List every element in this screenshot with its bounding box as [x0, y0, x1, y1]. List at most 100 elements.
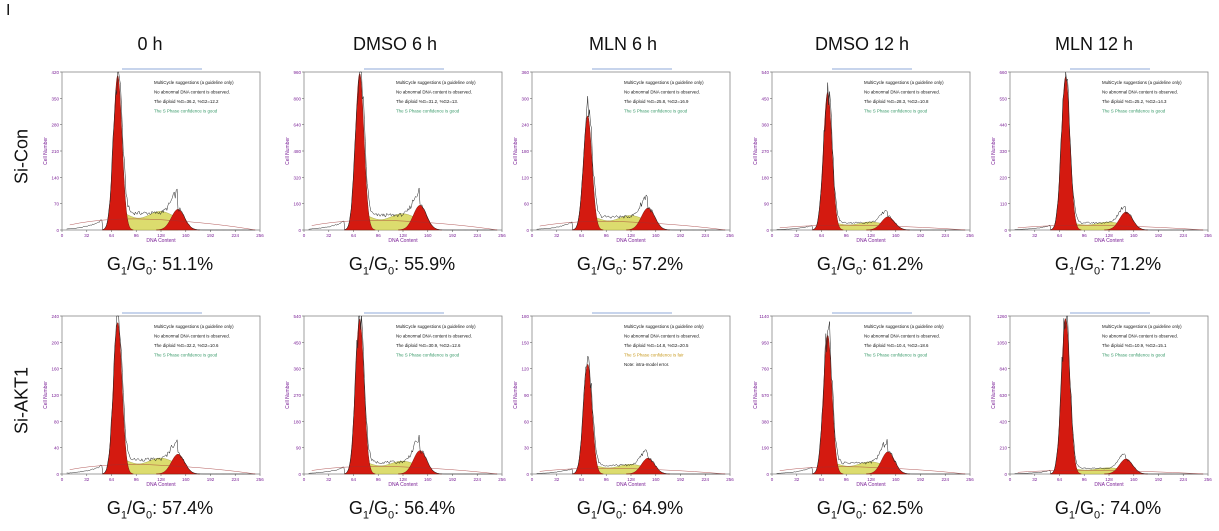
plot-frame [61, 71, 261, 231]
y-tick-label: 1050 [997, 340, 1008, 345]
x-tick-label: 128 [399, 477, 407, 482]
y-axis-label: Cell Number [513, 381, 519, 409]
histogram-svg: 0 40 80 120 160 200 240 0 32 64 96 128 160 192 224 256 D… [43, 312, 264, 488]
x-tick-label: 224 [231, 233, 239, 238]
x-tick-label: 160 [892, 477, 900, 482]
y-tick-label: 150 [521, 340, 529, 345]
y-tick-label: 90 [524, 393, 530, 398]
legend-line: The diploid %G=28.3, %G2=10.8 [864, 99, 929, 104]
x-tick-label: 128 [1105, 477, 1113, 482]
y-tick-label: 540 [293, 314, 301, 319]
y-axis-label: Cell Number [513, 137, 519, 165]
debris-curve [311, 220, 498, 231]
x-tick-label: 192 [1155, 477, 1163, 482]
g1-g0-percentage: G1/G0: 57.4% [106, 498, 214, 522]
x-tick-label: 32 [326, 477, 332, 482]
g1-value: 62.5% [872, 498, 924, 518]
y-tick-label: 180 [521, 149, 529, 154]
debris-curve [1017, 470, 1204, 475]
g1-g0-percentage: G1/G0: 74.0% [1054, 498, 1162, 522]
y-tick-label: 570 [761, 393, 769, 398]
legend-line: MultiCycle suggestions (a guideline only… [864, 80, 944, 85]
x-tick-label: 224 [701, 477, 709, 482]
y-tick-label: 70 [54, 202, 60, 207]
histogram-svg: 0 110 220 330 440 550 660 0 32 64 96 128 160 192 224 25… [991, 68, 1212, 244]
y-tick-label: 160 [51, 367, 59, 372]
x-tick-label: 128 [399, 233, 407, 238]
x-tick-label: 128 [157, 233, 165, 238]
debris-curve [1017, 225, 1204, 231]
g1-peak [101, 322, 134, 475]
y-axis-label: Cell Number [753, 137, 759, 165]
histogram-trace [308, 71, 498, 231]
histogram-panel: 0 40 80 120 160 200 240 0 32 64 96 128 160 192 224 256 D… [40, 308, 266, 490]
histogram-svg: 0 210 420 630 840 1050 1260 0 32 64 96 128 160 192 224… [991, 312, 1212, 488]
y-tick-label: 0 [766, 228, 769, 233]
x-axis-label: DNA Content [1094, 238, 1124, 244]
y-tick-label: 0 [1004, 472, 1007, 477]
y-axis-label: Cell Number [991, 381, 997, 409]
y-tick-label: 0 [298, 472, 301, 477]
x-axis-label: DNA Content [856, 482, 886, 488]
x-tick-label: 32 [84, 233, 90, 238]
histogram-trace [1014, 71, 1204, 231]
x-tick-label: 64 [351, 233, 357, 238]
y-tick-label: 0 [298, 228, 301, 233]
y-axis-label: Cell Number [43, 137, 49, 165]
legend-line: The diploid %G=30.9, %G2=12.6 [396, 343, 461, 348]
y-tick-label: 60 [524, 202, 530, 207]
x-tick-label: 160 [892, 233, 900, 238]
legend-line: No abnormal DNA content is observed. [396, 334, 472, 339]
histogram-svg: 0 70 140 210 280 350 420 0 32 64 96 128 160 192 224 256… [43, 68, 264, 244]
y-tick-label: 240 [51, 314, 59, 319]
y-tick-label: 0 [766, 472, 769, 477]
x-tick-label: 0 [1009, 477, 1012, 482]
x-tick-label: 96 [376, 233, 382, 238]
column-header: DMSO 12 h [814, 34, 910, 54]
y-tick-label: 480 [293, 149, 301, 154]
x-tick-label: 0 [303, 477, 306, 482]
x-tick-label: 224 [1179, 477, 1187, 482]
x-tick-label: 96 [604, 233, 610, 238]
x-tick-label: 32 [554, 233, 560, 238]
legend-line: The diploid %G=25.8, %G2=16.9 [624, 99, 689, 104]
histogram-trace [776, 321, 966, 475]
x-tick-label: 160 [424, 233, 432, 238]
y-tick-label: 210 [999, 446, 1007, 451]
g1-value: 64.9% [632, 498, 684, 518]
y-axis-label: Cell Number [285, 381, 291, 409]
y-tick-label: 350 [51, 96, 59, 101]
legend-line: MultiCycle suggestions (a guideline only… [154, 324, 234, 329]
plot-frame [771, 315, 971, 475]
row-label-si-con: Si-Con [11, 128, 32, 185]
y-tick-label: 90 [764, 202, 770, 207]
debris-curve [779, 466, 966, 475]
histogram-panel: 0 210 420 630 840 1050 1260 0 32 64 96 128 160 192 224… [988, 308, 1214, 490]
x-tick-label: 96 [604, 477, 610, 482]
legend-line: The S Phase confidence is good [154, 353, 218, 358]
debris-curve [779, 224, 966, 231]
y-tick-label: 0 [1004, 228, 1007, 233]
histogram-trace [66, 315, 256, 475]
y-tick-label: 360 [761, 123, 769, 128]
legend-line: The diploid %G=36.2, %G2=12.2 [154, 99, 219, 104]
g1-g0-percentage: G1/G0: 57.2% [576, 254, 684, 278]
g1-peak [571, 363, 604, 475]
g1-peak [811, 92, 844, 231]
x-tick-label: 96 [1082, 477, 1088, 482]
debris-curve [69, 218, 256, 231]
panel-letter: I [6, 2, 11, 19]
y-axis-label: Cell Number [285, 137, 291, 165]
x-tick-label: 64 [1057, 233, 1063, 238]
x-tick-label: 0 [771, 233, 774, 238]
histogram-svg: 0 90 180 270 360 450 540 0 32 64 96 128 160 192 224 256… [285, 312, 506, 488]
x-tick-label: 192 [449, 233, 457, 238]
y-tick-label: 180 [293, 419, 301, 424]
y-tick-label: 0 [526, 472, 529, 477]
legend-line: The S Phase confidence is good [1102, 109, 1166, 114]
histogram-svg: 0 60 120 180 240 300 360 0 32 64 96 128 160 192 224 256… [513, 68, 734, 244]
column-header: MLN 12 h [1054, 34, 1134, 54]
x-axis-label: DNA Content [1094, 482, 1124, 488]
legend-line: The S Phase confidence is good [864, 109, 928, 114]
y-tick-label: 950 [761, 340, 769, 345]
